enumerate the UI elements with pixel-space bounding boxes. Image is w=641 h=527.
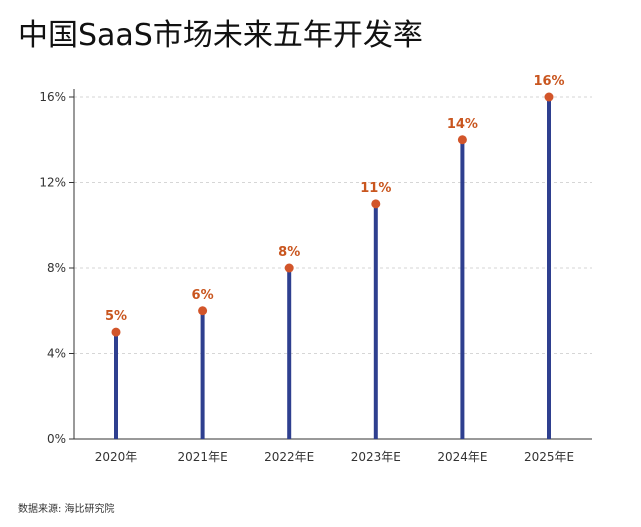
data-marks: 5% 6% 8% 11% 14% 16%	[105, 74, 565, 439]
data-label: 5%	[105, 309, 127, 324]
y-tick-label: 4%	[47, 347, 66, 361]
tick-labels: 0% 4% 8% 12% 16% 2020年 2021年E 2022年E 2023年E 2024年…	[39, 90, 574, 464]
x-tick-label: 2023年E	[351, 450, 401, 464]
data-label: 11%	[360, 181, 391, 196]
y-tick-label: 8%	[47, 261, 66, 275]
lollipop-dot	[198, 306, 208, 316]
lollipop-dot	[544, 92, 554, 102]
source-note: 数据来源: 海比研究院	[18, 504, 115, 515]
y-tick-label: 16%	[39, 90, 66, 104]
y-tick-label: 0%	[47, 432, 66, 446]
axes	[69, 89, 592, 440]
data-label: 16%	[533, 74, 564, 89]
data-label: 6%	[192, 288, 214, 303]
x-tick-label: 2020年	[95, 450, 138, 464]
x-tick-label: 2025年E	[524, 450, 574, 464]
y-tick-label: 12%	[39, 176, 66, 190]
grid-lines	[74, 96, 592, 354]
chart-title: 中国SaaS市场未来五年开发率	[18, 18, 423, 53]
lollipop-dot	[111, 327, 121, 337]
x-tick-label: 2022年E	[264, 450, 314, 464]
data-label: 14%	[447, 117, 478, 132]
lollipop-dot	[457, 135, 467, 145]
x-tick-label: 2024年E	[437, 450, 487, 464]
lollipop-dot	[284, 263, 294, 273]
data-label: 8%	[278, 245, 300, 260]
x-tick-label: 2021年E	[178, 450, 228, 464]
lollipop-dot	[371, 199, 381, 209]
